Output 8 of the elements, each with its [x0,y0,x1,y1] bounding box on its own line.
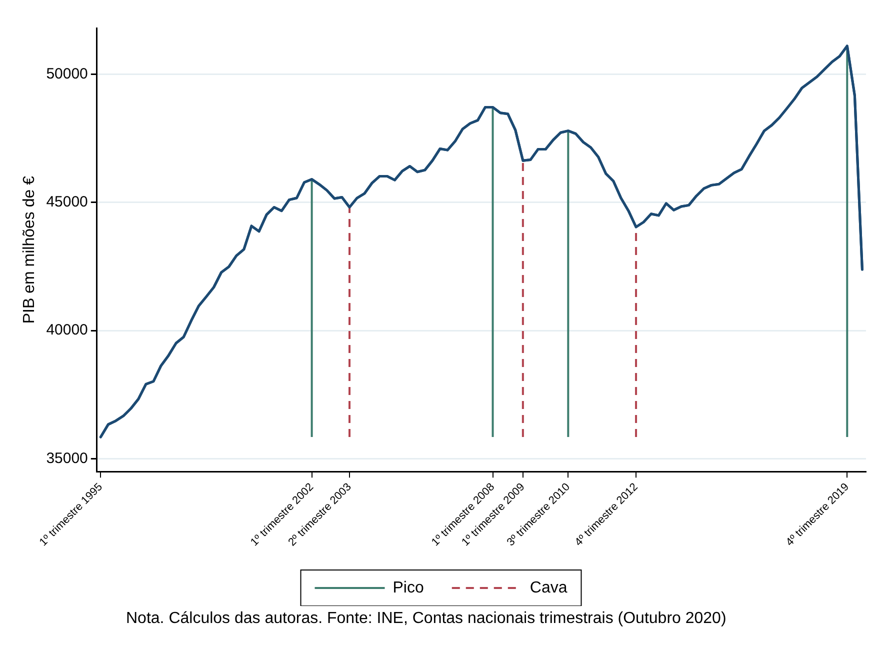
legend-label: Pico [392,579,424,596]
text: Nota. Cálculos das autoras. Fonte: INE, Contas nacionais trimestrais (Outubro 2020) [125,610,728,628]
legend-label: Cava [530,579,568,596]
y-tick-label: 35000 [46,450,88,467]
y-tick-label: 50000 [46,65,88,82]
y-tick-label: 45000 [46,194,88,211]
y-axis-title: PIB em milhões de € [21,176,38,324]
y-tick-label: 40000 [46,322,88,339]
